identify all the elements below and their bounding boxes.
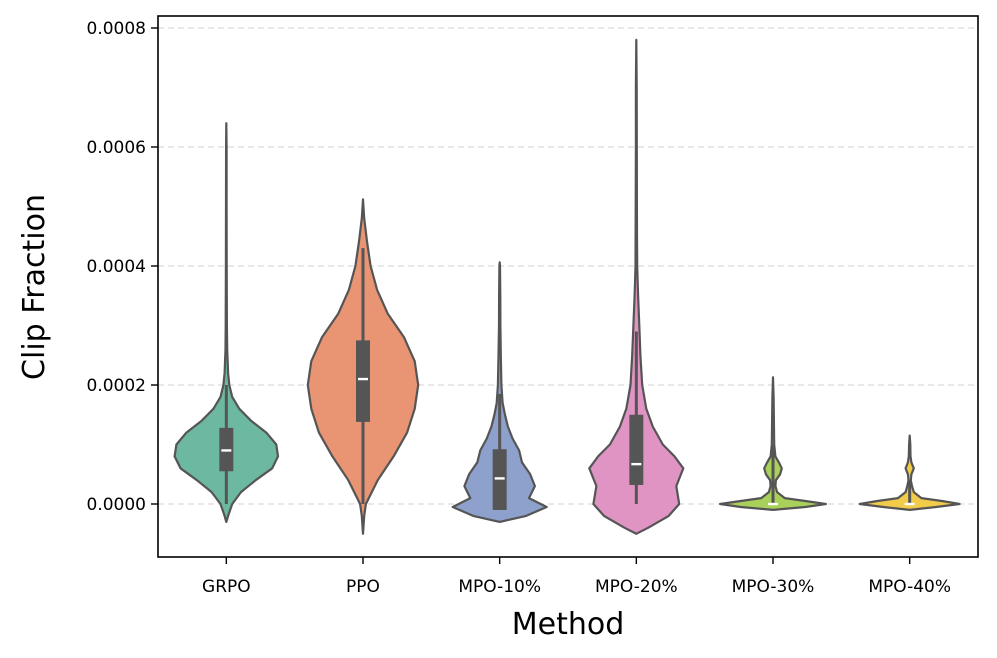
x-tick-label: PPO — [346, 577, 380, 597]
x-tick-label: MPO-40% — [868, 577, 951, 597]
x-tick-label: GRPO — [202, 577, 251, 597]
plot-frame — [157, 15, 979, 558]
violin-body — [588, 38, 685, 535]
y-axis-ticks: 0.0000 0.0002 0.0004 0.0006 0.0008 — [87, 19, 158, 515]
y-axis-label: Clip Fraction — [17, 194, 52, 380]
y-tick-label: 0.0002 — [87, 376, 146, 396]
violin-mpo-40 — [858, 434, 961, 511]
violins — [173, 38, 961, 535]
y-tick-label: 0.0000 — [87, 495, 146, 515]
violin-body — [858, 434, 961, 511]
violin-body — [173, 122, 280, 523]
y-tick-label: 0.0008 — [87, 19, 146, 39]
y-tick-label: 0.0004 — [87, 257, 146, 277]
violin-mpo-20 — [588, 38, 685, 535]
y-tick-label: 0.0006 — [87, 138, 146, 158]
violin-body — [451, 261, 548, 523]
x-tick-label: MPO-20% — [595, 577, 678, 597]
violin-mpo-10 — [451, 261, 548, 523]
x-tick-label: MPO-10% — [458, 577, 541, 597]
x-axis-label: Method — [512, 607, 625, 642]
violin-ppo — [306, 198, 420, 535]
x-axis-ticks: GRPO PPO MPO-10% MPO-20% MPO-30% MPO-40% — [202, 557, 951, 597]
violin-body — [719, 376, 827, 511]
violin-iqr-box — [356, 340, 370, 422]
x-tick-label: MPO-30% — [732, 577, 815, 597]
violin-grpo — [173, 122, 280, 523]
violin-iqr-box — [629, 414, 644, 485]
grid-lines — [158, 27, 978, 505]
violin-mpo-30 — [719, 376, 827, 511]
